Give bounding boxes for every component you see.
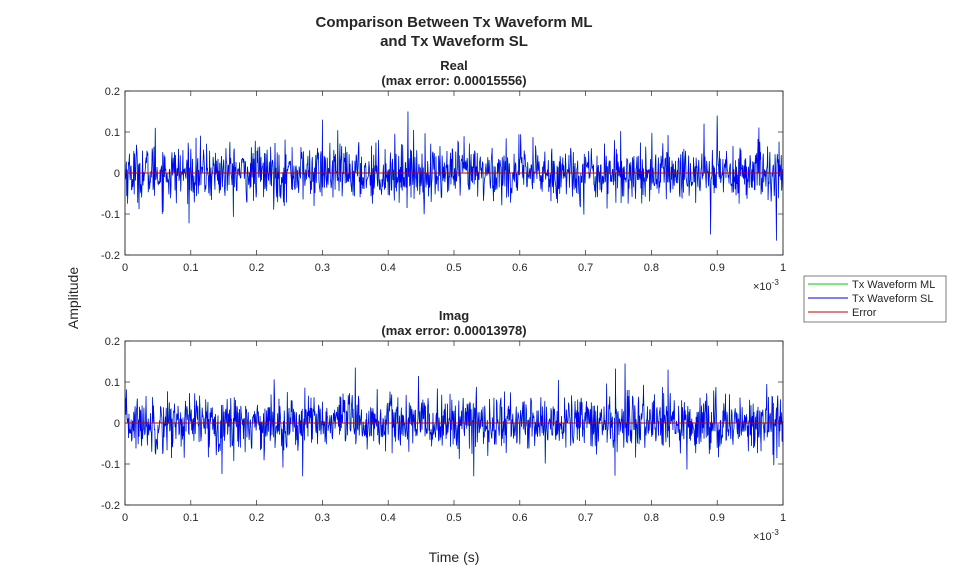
y-tick-label: 0.1 (105, 377, 120, 389)
y-tick-label: 0 (114, 418, 120, 430)
plot-area: 0 0.1 0.2 0.3 0.4 0.5 0.6 0.7 0.8 0.9 1 0.2 0.1 0 -0.1… (101, 86, 786, 274)
series-line-tx-waveform-sl (124, 111, 784, 241)
y-tick-label: 0.2 (105, 336, 120, 348)
x-tick-label: 0.4 (381, 262, 396, 274)
y-tick-label: -0.1 (101, 459, 120, 471)
subplot-title-line-2: (max error: 0.00013978) (381, 323, 526, 338)
axes-border (124, 340, 784, 506)
plot-area: 0 0.1 0.2 0.3 0.4 0.5 0.6 0.7 0.8 0.9 1 0.2 0.1 0 -0.1… (101, 336, 786, 524)
figure-title-line-1: Comparison Between Tx Waveform ML (316, 14, 593, 31)
figure-title-line-2: and Tx Waveform SL (380, 33, 528, 50)
x-exponent-label: ×10-3 (753, 528, 779, 543)
y-tick-label: 0.2 (105, 86, 120, 98)
shared-y-axis-label: Amplitude (65, 267, 81, 329)
x-tick-label: 0.6 (512, 262, 527, 274)
legend-label-sl: Tx Waveform SL (852, 293, 934, 305)
x-tick-label: 0.3 (315, 512, 330, 524)
x-tick-label: 0.1 (183, 262, 198, 274)
x-tick-label: 0.9 (710, 262, 725, 274)
x-tick-label: 0.6 (512, 512, 527, 524)
subplot-title-line-1: Real (440, 58, 467, 73)
x-tick-label: 0.7 (578, 262, 593, 274)
x-tick-label: 0.7 (578, 512, 593, 524)
x-tick-label: 0 (122, 262, 128, 274)
x-tick-label: 0.8 (644, 262, 659, 274)
x-exponent-label: ×10-3 (753, 278, 779, 293)
x-tick-label: 0 (122, 512, 128, 524)
x-tick-label: 0.9 (710, 512, 725, 524)
legend-label-ml: Tx Waveform ML (852, 279, 935, 291)
subplot-real: Real (max error: 0.00015556) 0 0.1 0.2 0.3 0… (101, 58, 786, 293)
x-tick-label: 0.5 (446, 262, 461, 274)
y-tick-label: -0.1 (101, 209, 120, 221)
x-tick-label: 0.4 (381, 512, 396, 524)
x-tick-label: 0.2 (249, 262, 264, 274)
x-tick-label: 0.3 (315, 262, 330, 274)
y-tick-label: -0.2 (101, 500, 120, 512)
x-tick-label: 0.1 (183, 512, 198, 524)
subplot-title-line-1: Imag (439, 308, 469, 323)
y-tick-label: 0 (114, 168, 120, 180)
series-line-tx-waveform-sl (124, 363, 784, 477)
axes-border (124, 90, 784, 256)
x-tick-label: 0.5 (446, 512, 461, 524)
subplot-title-line-2: (max error: 0.00015556) (381, 73, 526, 88)
subplot-imag: Imag (max error: 0.00013978) 0 0.1 0.2 0.3 0… (101, 308, 786, 543)
x-tick-label: 0.8 (644, 512, 659, 524)
x-tick-label: 1 (780, 262, 786, 274)
legend-label-error: Error (852, 307, 877, 319)
legend: Tx Waveform ML Tx Waveform SL Error (803, 275, 947, 323)
y-tick-label: -0.2 (101, 250, 120, 262)
x-tick-label: 0.2 (249, 512, 264, 524)
shared-x-axis-label: Time (s) (429, 549, 480, 565)
x-tick-label: 1 (780, 512, 786, 524)
y-tick-label: 0.1 (105, 127, 120, 139)
